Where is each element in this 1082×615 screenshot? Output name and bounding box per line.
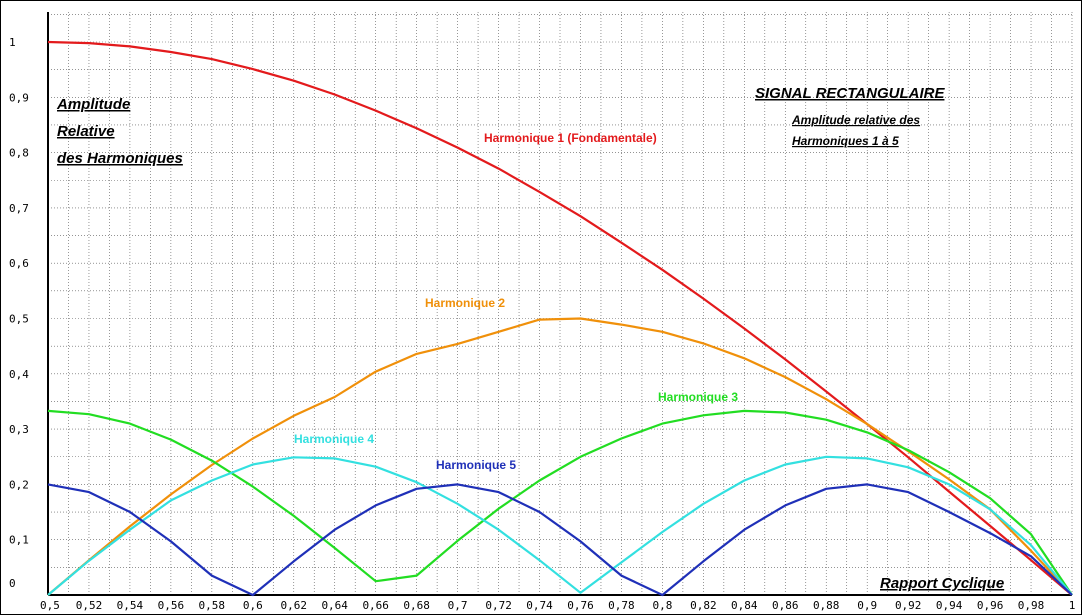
x-tick-label: 0,88 xyxy=(813,599,840,612)
x-tick-label: 0,62 xyxy=(281,599,308,612)
x-tick-label: 0,7 xyxy=(448,599,468,612)
series-label-harmonique-1: Harmonique 1 (Fondamentale) xyxy=(484,131,657,145)
series-label-harmonique-3: Harmonique 3 xyxy=(658,390,738,404)
series-line-harmonique-1 xyxy=(47,40,1073,596)
y-axis-label-line-3: des Harmoniques xyxy=(57,150,183,167)
y-tick-label: 1 xyxy=(9,36,16,49)
series-label-harmonique-4: Harmonique 4 xyxy=(294,432,374,446)
series-line-harmonique-5 xyxy=(47,483,1073,597)
y-tick-labels: 0 0,1 0,2 0,3 0,4 0,5 0,6 0,7 0,8 0,9 1 xyxy=(9,36,29,590)
y-tick-label: 0,3 xyxy=(9,423,29,436)
y-tick-label: 0,8 xyxy=(9,147,29,160)
x-tick-label: 0,68 xyxy=(403,599,430,612)
chart-title: SIGNAL RECTANGULAIRE xyxy=(755,85,945,102)
x-tick-label: 0,58 xyxy=(199,599,226,612)
y-tick-label: 0,9 xyxy=(9,91,29,104)
x-tick-label: 0,52 xyxy=(76,599,103,612)
x-tick-label: 0,82 xyxy=(690,599,717,612)
x-tick-labels: 0,5 0,52 0,54 0,56 0,58 0,6 0,62 0,64 0,66 0,68 0,… xyxy=(40,599,1075,612)
y-tick-label: 0 xyxy=(9,577,16,590)
x-tick-label: 0,98 xyxy=(1018,599,1045,612)
x-tick-label: 0,54 xyxy=(117,599,144,612)
x-tick-label: 0,78 xyxy=(608,599,635,612)
x-tick-label: 0,76 xyxy=(567,599,594,612)
chart-subtitle-line-2: Harmoniques 1 à 5 xyxy=(792,134,899,148)
y-tick-label: 0,6 xyxy=(9,257,29,270)
x-tick-label: 0,64 xyxy=(321,599,348,612)
x-tick-label: 0,66 xyxy=(362,599,389,612)
x-tick-label: 0,72 xyxy=(485,599,512,612)
x-tick-label: 0,6 xyxy=(243,599,263,612)
series-label-harmonique-2: Harmonique 2 xyxy=(425,296,505,310)
y-axis-label-line-1: Amplitude xyxy=(56,96,130,113)
y-tick-label: 0,1 xyxy=(9,534,29,547)
series-line-harmonique-3 xyxy=(47,409,1073,596)
chart-subtitle-line-1: Amplitude relative des xyxy=(791,113,920,127)
x-tick-label: 0,94 xyxy=(936,599,963,612)
y-tick-label: 0,2 xyxy=(9,478,29,491)
x-tick-label: 0,56 xyxy=(158,599,185,612)
x-tick-label: 0,8 xyxy=(652,599,672,612)
series-lines xyxy=(47,40,1073,597)
series-label-harmonique-5: Harmonique 5 xyxy=(436,458,516,472)
x-tick-label: 0,74 xyxy=(526,599,553,612)
x-tick-label: 0,5 xyxy=(40,599,60,612)
y-axis-label-line-2: Relative xyxy=(57,123,115,140)
series-line-harmonique-4 xyxy=(47,455,1073,596)
x-tick-label: 0,86 xyxy=(772,599,799,612)
y-tick-label: 0,4 xyxy=(9,368,29,381)
y-tick-label: 0,5 xyxy=(9,313,29,326)
y-tick-label: 0,7 xyxy=(9,202,29,215)
x-tick-label: 0,96 xyxy=(977,599,1004,612)
grid xyxy=(47,12,1073,596)
x-tick-label: 1 xyxy=(1069,599,1076,612)
x-axis-label: Rapport Cyclique xyxy=(880,575,1004,592)
x-tick-label: 0,84 xyxy=(731,599,758,612)
x-tick-label: 0,92 xyxy=(895,599,922,612)
x-tick-label: 0,9 xyxy=(857,599,877,612)
